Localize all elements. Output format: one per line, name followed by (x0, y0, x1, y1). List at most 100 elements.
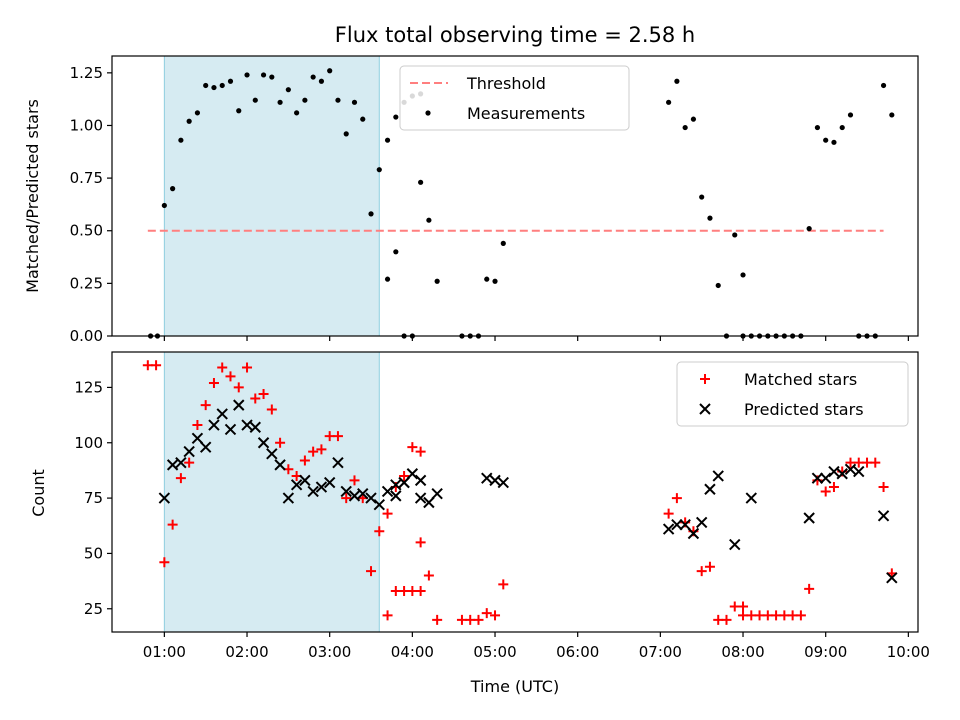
x-tick-label: 07:00 (639, 643, 682, 661)
data-point (679, 518, 691, 531)
data-point (696, 566, 707, 577)
data-point (285, 87, 291, 93)
data-point (704, 483, 716, 495)
data-point (414, 474, 427, 487)
data-point (481, 472, 493, 484)
data-point (682, 124, 688, 131)
data-point (820, 486, 831, 497)
data-point (740, 272, 746, 278)
data-point (307, 485, 319, 498)
data-point (398, 476, 410, 489)
data-point (266, 448, 278, 460)
data-point (687, 527, 700, 540)
data-point (839, 124, 845, 131)
data-point (175, 473, 186, 484)
data-point (349, 475, 360, 486)
data-point (161, 202, 167, 209)
data-point (258, 389, 269, 400)
data-point (431, 487, 443, 500)
data-point (384, 137, 391, 143)
data-point (745, 492, 757, 504)
data-point (490, 610, 501, 621)
bottom-y-axis-label: Count (29, 469, 48, 517)
observing-window-span (163, 55, 380, 337)
data-point (836, 468, 848, 480)
data-point (699, 194, 705, 200)
data-point (341, 493, 352, 504)
data-point (244, 72, 250, 78)
data-point (183, 445, 195, 458)
series-predicted-stars (158, 399, 898, 584)
top-y-axis-label: Matched/Predicted stars (23, 99, 42, 293)
data-point (671, 518, 683, 531)
data-point (308, 446, 319, 457)
data-point (236, 108, 242, 114)
data-point (384, 276, 391, 282)
data-point (275, 437, 286, 448)
top-panel: 0.00 0.25 0.50 0.75 1.00 1.25 Threshold Measure… (70, 55, 919, 345)
data-point (381, 485, 394, 498)
top-chart-title: Flux total observing time = 2.58 h (335, 23, 695, 47)
data-point (407, 442, 418, 453)
y-tick-label: 0.50 (70, 222, 103, 240)
plot-frame (111, 55, 919, 337)
data-point (819, 472, 832, 484)
data-point (877, 510, 890, 522)
y-tick-label: 0.75 (70, 169, 103, 187)
data-point (880, 82, 887, 89)
data-point (274, 459, 286, 471)
legend-marker (425, 110, 431, 116)
legend-marker (700, 374, 710, 384)
data-point (175, 456, 187, 469)
data-point (250, 393, 261, 404)
data-point (348, 490, 361, 502)
data-point (484, 276, 490, 282)
data-point (674, 78, 680, 84)
data-point (870, 457, 881, 468)
data-point (390, 490, 402, 502)
legend-box (676, 361, 909, 427)
data-point (418, 179, 424, 185)
y-tick-label: 50 (84, 544, 103, 562)
data-point (249, 421, 261, 433)
data-point (831, 139, 837, 145)
x-tick-label: 05:00 (473, 643, 516, 661)
data-point (844, 463, 857, 476)
data-point (814, 124, 821, 131)
data-point (497, 476, 509, 489)
y-tick-label: 1.25 (70, 64, 103, 82)
data-point (414, 492, 427, 504)
data-point (158, 492, 171, 504)
data-point (260, 72, 267, 78)
data-point (242, 362, 253, 373)
data-point (489, 474, 501, 487)
data-point (426, 217, 432, 223)
data-point (878, 482, 889, 493)
data-point (500, 240, 506, 246)
x-tick-label: 10:00 (887, 643, 930, 661)
data-point (707, 215, 713, 221)
data-point (360, 116, 366, 122)
data-point (803, 512, 815, 524)
data-point (481, 608, 492, 619)
data-point (290, 479, 303, 491)
data-point (252, 97, 258, 103)
data-point (184, 457, 195, 468)
data-point (219, 82, 225, 89)
data-point (227, 78, 234, 84)
data-point (368, 211, 374, 217)
data-point (804, 583, 815, 594)
data-point (302, 97, 308, 103)
data-point (847, 112, 854, 118)
data-point (432, 614, 443, 625)
data-point (194, 110, 201, 116)
bottom-panel: 25 50 75 100 125 01:00 02:00 03:00 04:00 05:00 06:… (74, 351, 930, 661)
data-point (186, 118, 192, 124)
data-point (366, 566, 377, 577)
data-point (828, 465, 840, 478)
data-point (224, 423, 237, 436)
legend-marker (699, 403, 711, 415)
data-point (332, 456, 344, 469)
data-point (233, 382, 244, 393)
